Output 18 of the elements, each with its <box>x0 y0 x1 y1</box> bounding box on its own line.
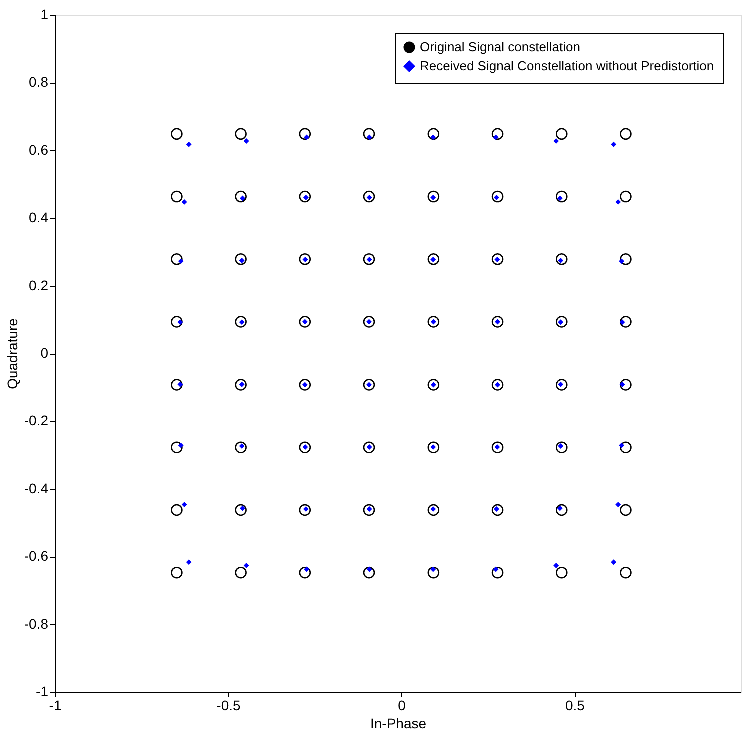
y-tick-label: -0.6 <box>24 548 49 564</box>
x-tick-label: 0.5 <box>565 698 586 714</box>
y-tick-label: 0 <box>40 345 49 361</box>
x-tick-label: 0 <box>398 698 406 714</box>
y-tick-label: 0.4 <box>29 210 49 226</box>
x-axis-title: In-Phase <box>370 716 427 732</box>
y-tick-label: -0.8 <box>24 616 49 632</box>
y-tick-label: -1 <box>36 684 49 700</box>
y-tick-label: -0.4 <box>24 480 49 496</box>
y-tick-label: 1 <box>40 6 49 22</box>
legend-label: Received Signal Constellation without Predistortion <box>420 58 714 74</box>
y-tick-label: 0.6 <box>29 142 49 158</box>
y-axis-title: Quadrature <box>4 318 20 390</box>
y-tick-label: 0.8 <box>29 74 49 90</box>
y-tick-label: -0.2 <box>24 412 49 429</box>
x-tick-label: -0.5 <box>216 698 242 714</box>
y-tick-label: 0.2 <box>29 277 49 294</box>
legend-label: Original Signal constellation <box>420 40 580 54</box>
